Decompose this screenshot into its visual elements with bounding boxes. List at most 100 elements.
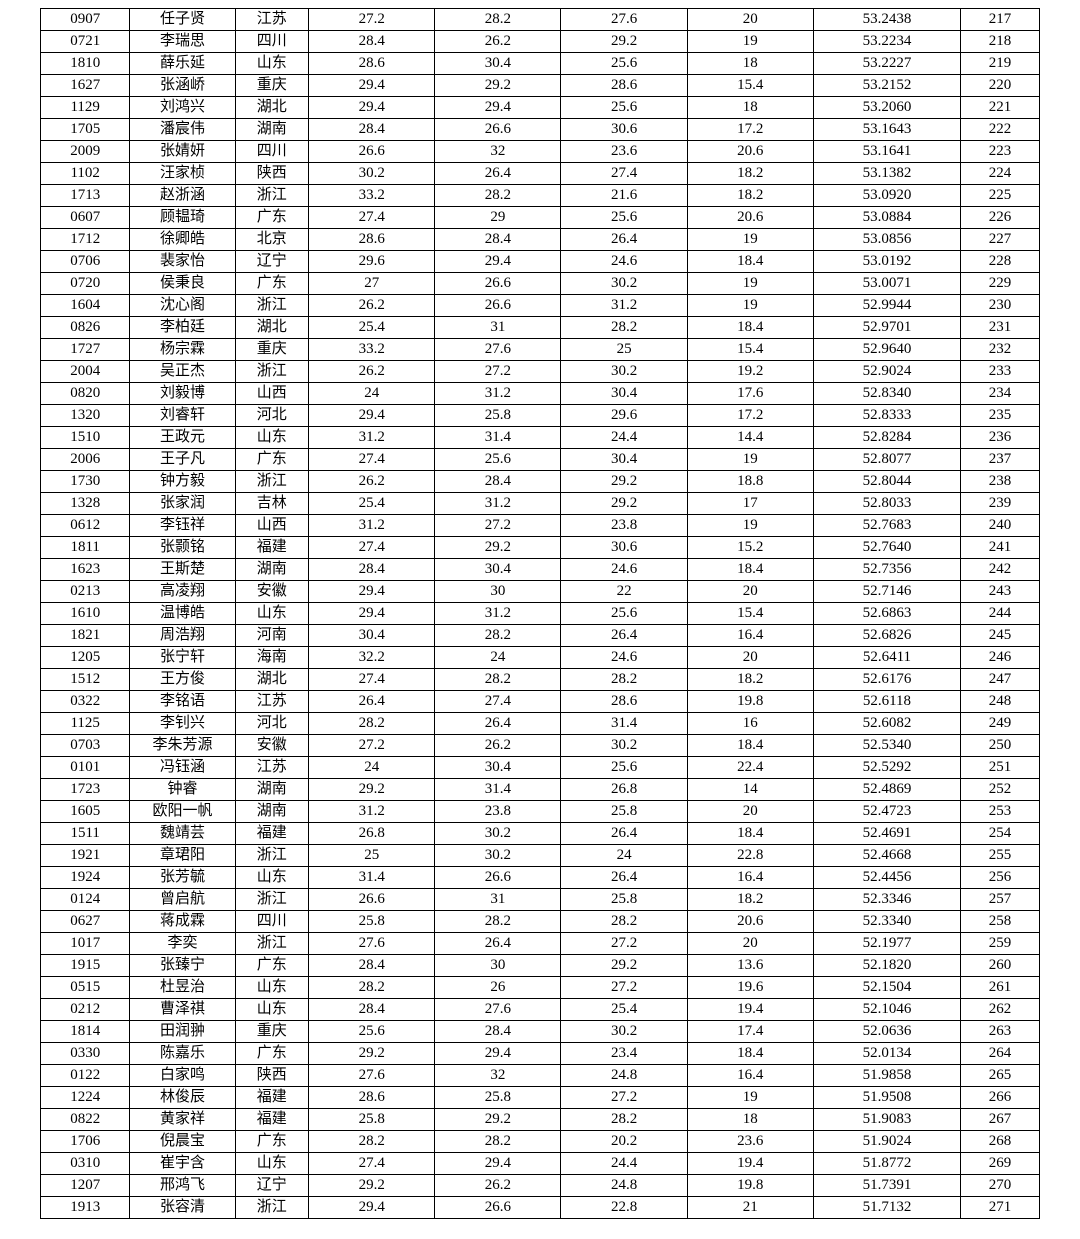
table-cell: 刘睿轩 [130,405,235,427]
table-cell: 26.4 [309,691,435,713]
table-cell: 李柏廷 [130,317,235,339]
table-row: 0826李柏廷湖北25.43128.218.452.9701231 [41,317,1040,339]
table-cell: 28.4 [435,1021,561,1043]
table-cell: 周浩翔 [130,625,235,647]
table-cell: 19 [687,295,813,317]
table-cell: 广东 [235,1043,309,1065]
table-cell: 245 [961,625,1040,647]
table-cell: 28.2 [435,911,561,933]
table-cell: 31.4 [309,867,435,889]
table-cell: 1727 [41,339,130,361]
table-cell: 15.4 [687,75,813,97]
table-cell: 河北 [235,405,309,427]
table-cell: 广东 [235,273,309,295]
table-cell: 江苏 [235,691,309,713]
table-cell: 29.2 [561,493,687,515]
table-cell: 268 [961,1131,1040,1153]
table-cell: 重庆 [235,75,309,97]
table-cell: 224 [961,163,1040,185]
table-cell: 52.6082 [813,713,960,735]
table-row: 1017李奕浙江27.626.427.22052.1977259 [41,933,1040,955]
table-cell: 25.4 [309,493,435,515]
table-cell: 28.2 [561,669,687,691]
table-cell: 27 [309,273,435,295]
table-cell: 18.2 [687,889,813,911]
table-cell: 黄家祥 [130,1109,235,1131]
table-cell: 17.4 [687,1021,813,1043]
table-cell: 218 [961,31,1040,53]
table-cell: 24.4 [561,427,687,449]
table-row: 1320刘睿轩河北29.425.829.617.252.8333235 [41,405,1040,427]
table-cell: 52.0134 [813,1043,960,1065]
table-cell: 236 [961,427,1040,449]
table-cell: 31.2 [561,295,687,317]
table-cell: 2004 [41,361,130,383]
table-cell: 26.4 [435,163,561,185]
table-cell: 26.8 [309,823,435,845]
table-cell: 28.2 [561,1109,687,1131]
table-row: 2004吴正杰浙江26.227.230.219.252.9024233 [41,361,1040,383]
table-cell: 243 [961,581,1040,603]
table-cell: 53.2234 [813,31,960,53]
table-cell: 13.6 [687,955,813,977]
table-cell: 22.4 [687,757,813,779]
table-cell: 魏靖芸 [130,823,235,845]
table-cell: 30.4 [435,559,561,581]
table-cell: 1604 [41,295,130,317]
table-cell: 王斯楚 [130,559,235,581]
table-cell: 31 [435,889,561,911]
table-cell: 1510 [41,427,130,449]
table-cell: 李瑞思 [130,31,235,53]
table-cell: 广东 [235,207,309,229]
table-row: 1102汪家桢陕西30.226.427.418.253.1382224 [41,163,1040,185]
table-cell: 52.6176 [813,669,960,691]
table-cell: 260 [961,955,1040,977]
table-cell: 52.8340 [813,383,960,405]
table-cell: 浙江 [235,361,309,383]
table-cell: 21.6 [561,185,687,207]
table-cell: 52.4691 [813,823,960,845]
table-cell: 32.2 [309,647,435,669]
table-cell: 30.2 [561,361,687,383]
table-cell: 28.4 [435,471,561,493]
table-cell: 52.9944 [813,295,960,317]
table-cell: 0822 [41,1109,130,1131]
table-cell: 252 [961,779,1040,801]
table-cell: 226 [961,207,1040,229]
table-cell: 265 [961,1065,1040,1087]
table-cell: 20 [687,801,813,823]
table-cell: 汪家桢 [130,163,235,185]
table-cell: 25.8 [435,405,561,427]
table-cell: 18.4 [687,823,813,845]
table-cell: 1224 [41,1087,130,1109]
table-cell: 242 [961,559,1040,581]
table-cell: 31.2 [309,801,435,823]
table-cell: 52.8077 [813,449,960,471]
table-row: 1924张芳毓山东31.426.626.416.452.4456256 [41,867,1040,889]
table-cell: 15.4 [687,339,813,361]
table-cell: 29.2 [309,779,435,801]
table-cell: 28.2 [435,1131,561,1153]
table-cell: 25.6 [561,207,687,229]
table-cell: 241 [961,537,1040,559]
table-cell: 安徽 [235,735,309,757]
table-cell: 27.6 [435,999,561,1021]
table-cell: 24.6 [561,251,687,273]
table-cell: 270 [961,1175,1040,1197]
table-cell: 27.2 [309,9,435,31]
table-cell: 0627 [41,911,130,933]
table-cell: 28.4 [309,31,435,53]
table-cell: 27.4 [561,163,687,185]
table-cell: 0826 [41,317,130,339]
table-cell: 0907 [41,9,130,31]
table-cell: 24 [309,383,435,405]
table-cell: 山东 [235,427,309,449]
table-cell: 29.6 [309,251,435,273]
table-cell: 18.2 [687,669,813,691]
table-cell: 26.4 [435,713,561,735]
table-cell: 赵浙涵 [130,185,235,207]
table-cell: 29.2 [435,1109,561,1131]
table-cell: 山东 [235,603,309,625]
table-cell: 53.0920 [813,185,960,207]
table-cell: 0612 [41,515,130,537]
